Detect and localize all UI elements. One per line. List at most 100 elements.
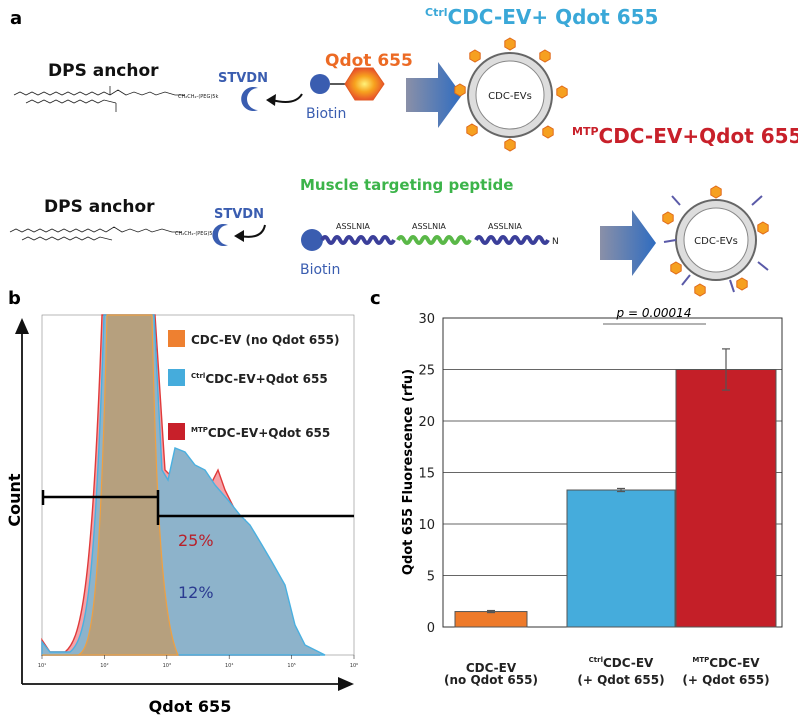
legend-sup-1: Ctrl	[191, 372, 205, 380]
big-arrow-icon	[406, 62, 462, 128]
bar	[566, 489, 676, 628]
peptide-title: Muscle targeting peptide	[300, 176, 513, 194]
panel-c-label: c	[370, 288, 381, 309]
x-tick-label: 10⁴	[225, 663, 233, 669]
big-arrow-icon-2	[600, 210, 656, 276]
peptide-unit-2: ASSLNIA	[412, 222, 446, 231]
category-line1: CDC-EV	[709, 656, 760, 670]
x-tick-label: 10²	[100, 663, 108, 669]
ctrl-sup: Ctrl	[425, 6, 448, 19]
biotin-icon-2	[301, 229, 323, 251]
legend: CDC-EV (no Qdot 655) CtrlCDC-EV+Qdot 655…	[168, 330, 339, 440]
x-axis-label: Qdot 655	[149, 697, 232, 716]
ctrl-percent: 12%	[178, 583, 214, 602]
axes-arrows	[21, 330, 340, 685]
mtp-percent: 25%	[178, 531, 214, 550]
legend-swatch-1	[168, 369, 185, 386]
ctrl-title: CtrlCDC-EV+ Qdot 655	[425, 5, 658, 29]
x-tick-label: 10⁵	[287, 663, 295, 669]
mtp-title-text: CDC-EV+Qdot 655	[599, 124, 798, 148]
y-tick-label: 25	[418, 364, 435, 379]
p-value: p = 0.00014	[616, 306, 692, 320]
no-qdot-distribution	[42, 314, 179, 656]
peptide-unit-3: ASSLNIA	[488, 222, 522, 231]
arrowhead-icon-2	[234, 230, 244, 242]
mtp-ev-vesicle: CDC-EVs	[662, 185, 769, 297]
mtp-title: MTPCDC-EV+Qdot 655	[572, 124, 798, 148]
category-sup: Ctrl	[589, 656, 603, 664]
legend-sup-2: MTP	[191, 426, 208, 434]
bar-chart: 0 5 10 15 20 25 30 p = 0.00014 Qdot 655 Fluore…	[401, 306, 783, 687]
streptavidin-icon	[241, 87, 258, 111]
category-labels: CDC-EV(no Qdot 655)CtrlCDC-EV(+ Qdot 655…	[444, 656, 770, 687]
y-axis-label-c: Qdot 655 Fluorescence (rfu)	[401, 369, 416, 575]
histogram-plot: 10¹ 10² 10³ 10⁴ 10⁵ 10⁶ 25% 12% CDC-EV (no Qd…	[5, 314, 358, 716]
biotin-label-2: Biotin	[300, 262, 340, 278]
linker-label: CH₂CH₂-(PEG)5k	[178, 94, 218, 100]
panel-a-label: a	[10, 8, 22, 29]
stvdn-label: STVDN	[218, 71, 268, 86]
peptide-helix-2	[396, 235, 472, 245]
svg-text:MTPCDC-EV+Qdot 655: MTPCDC-EV+Qdot 655	[191, 426, 330, 440]
arrowhead-icon	[266, 94, 276, 106]
category-line2: (no Qdot 655)	[444, 673, 538, 687]
category-label: MTPCDC-EV	[692, 656, 760, 670]
category-line1: CDC-EV	[603, 656, 654, 670]
x-tick-label: 10¹	[38, 663, 46, 669]
bars	[454, 348, 777, 628]
ev-label: CDC-EVs	[488, 91, 532, 102]
ctrl-ev-vesicle: CDC-EVs	[454, 37, 568, 152]
bar	[454, 611, 528, 628]
bar	[675, 369, 777, 628]
y-tick-label: 30	[418, 312, 435, 327]
category-line1: CDC-EV	[466, 661, 517, 675]
panel-b-label: b	[8, 288, 21, 309]
biotin-label: Biotin	[306, 106, 346, 122]
peptide-unit-1: ASSLNIA	[336, 222, 370, 231]
biotin-icon	[310, 74, 330, 94]
category-line2: (+ Qdot 655)	[682, 673, 769, 687]
dps-anchor-label: DPS anchor	[48, 61, 159, 81]
y-axis-label: Count	[5, 473, 24, 527]
qdot-label: Qdot 655	[325, 51, 413, 71]
x-axis-arrow-icon	[338, 677, 354, 691]
y-tick-label: 10	[418, 518, 435, 533]
category-sup: MTP	[692, 656, 709, 664]
legend-label-2: CDC-EV+Qdot 655	[208, 426, 330, 440]
peptide-helix-1	[320, 235, 396, 245]
category-line2: (+ Qdot 655)	[577, 673, 664, 687]
y-tick-label: 5	[427, 570, 435, 585]
n-terminus-label: N	[552, 237, 559, 247]
legend-swatch-0	[168, 330, 185, 347]
stvdn-label-2: STVDN	[214, 207, 264, 222]
y-tick-label: 15	[418, 467, 435, 482]
svg-text:CtrlCDC-EV+ Qdot 655: CtrlCDC-EV+ Qdot 655	[425, 5, 658, 29]
dps-anchor-label-2: DPS anchor	[44, 197, 155, 217]
mtp-sup: MTP	[572, 125, 599, 138]
y-tick-label: 0	[427, 621, 435, 636]
category-label: CtrlCDC-EV	[589, 656, 654, 670]
legend-swatch-2	[168, 423, 185, 440]
ev-label-2: CDC-EVs	[694, 236, 738, 247]
x-ticks: 10¹ 10² 10³ 10⁴ 10⁵ 10⁶	[38, 655, 358, 669]
y-axis-arrow-icon	[15, 318, 29, 334]
y-ticks: 0 5 10 15 20 25 30	[418, 312, 435, 636]
streptavidin-icon-2	[212, 224, 228, 246]
linker-label-2: CH₂CH₂-(PEG)5k	[175, 231, 215, 237]
x-tick-label: 10⁶	[350, 663, 358, 669]
svg-text:CtrlCDC-EV+Qdot 655: CtrlCDC-EV+Qdot 655	[191, 372, 328, 386]
gate-markers	[41, 490, 354, 525]
lipid-structure-2	[9, 226, 182, 241]
arrow-icon	[271, 93, 303, 103]
peptide-helix-3	[474, 235, 550, 245]
qdot-hexagon-icon	[344, 67, 385, 101]
x-tick-label: 10³	[163, 663, 171, 669]
ctrl-title-text: CDC-EV+ Qdot 655	[448, 5, 659, 29]
category-label: CDC-EV	[466, 661, 517, 675]
legend-label-1: CDC-EV+Qdot 655	[205, 372, 327, 386]
legend-label-0: CDC-EV (no Qdot 655)	[191, 333, 339, 347]
y-tick-label: 20	[418, 415, 435, 430]
lipid-structure	[13, 86, 185, 112]
